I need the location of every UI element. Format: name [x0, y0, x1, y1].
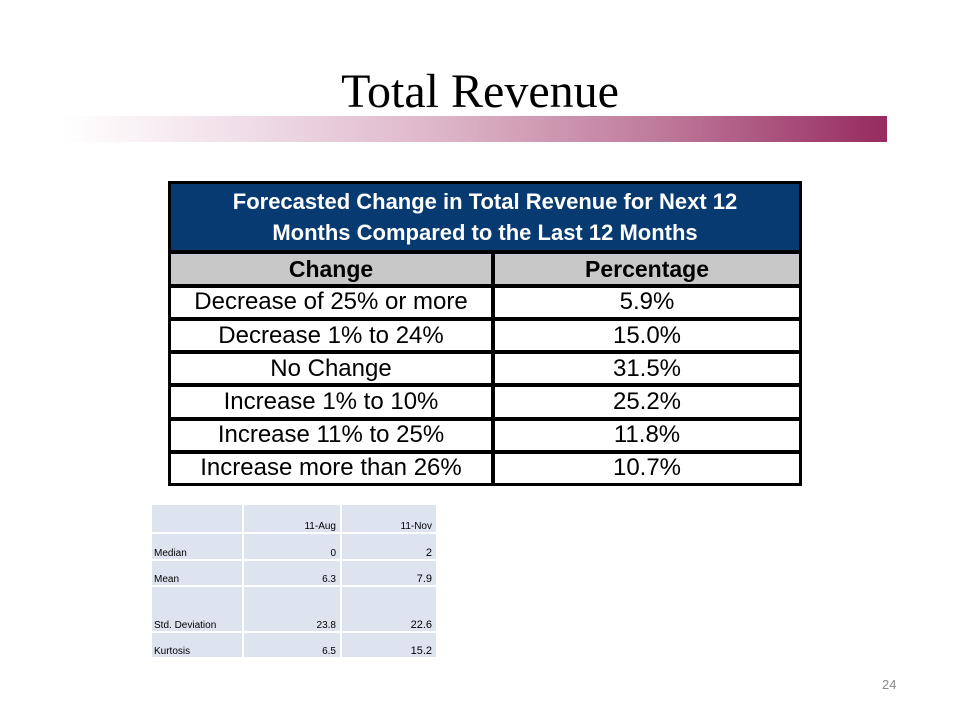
table-row: Kurtosis 6.5 15.2 — [152, 633, 436, 657]
percentage-cell: 10.7% — [495, 453, 799, 483]
table-row: No Change 31.5% — [171, 354, 799, 388]
forecast-table-heading: Forecasted Change in Total Revenue for N… — [171, 184, 799, 255]
table-row: Decrease 1% to 24% 15.0% — [171, 320, 799, 355]
stats-header-row: 11-Aug 11-Nov — [152, 505, 436, 532]
stats-aug-value: 23.8 — [244, 587, 340, 631]
stats-aug-value: 0 — [244, 534, 340, 559]
table-row: Decrease of 25% or more 5.9% — [171, 287, 799, 321]
table-row: Increase 1% to 10% 25.2% — [171, 387, 799, 421]
stats-label: Std. Deviation — [152, 587, 242, 631]
forecast-table: Forecasted Change in Total Revenue for N… — [168, 181, 802, 486]
col-header-change: Change — [171, 254, 495, 288]
percentage-cell: 31.5% — [495, 354, 799, 388]
title-gradient-bar — [62, 116, 887, 142]
table-row: Increase more than 26% 10.7% — [171, 453, 799, 483]
forecast-heading-line1: Forecasted Change in Total Revenue for N… — [232, 189, 738, 215]
forecast-heading-line2: Months Compared to the Last 12 Months — [272, 220, 698, 246]
change-cell: No Change — [171, 354, 495, 388]
percentage-cell: 11.8% — [495, 420, 799, 454]
percentage-cell: 15.0% — [495, 320, 799, 355]
slide-title: Total Revenue — [341, 65, 619, 118]
stats-nov-value: 2 — [342, 534, 436, 559]
change-cell: Increase 11% to 25% — [171, 420, 495, 454]
change-cell: Decrease of 25% or more — [171, 287, 495, 321]
col-header-percentage: Percentage — [495, 254, 799, 288]
stats-aug-value: 6.5 — [244, 633, 340, 657]
stats-header-blank — [152, 505, 242, 532]
stats-nov-value: 22.6 — [342, 587, 436, 631]
change-cell: Increase 1% to 10% — [171, 387, 495, 421]
change-cell: Increase more than 26% — [171, 453, 495, 483]
stats-nov-value: 7.9 — [342, 561, 436, 585]
stats-nov-value: 15.2 — [342, 633, 436, 657]
table-row: Increase 11% to 25% 11.8% — [171, 420, 799, 454]
stats-table: 11-Aug 11-Nov Median 0 2 Mean 6.3 7.9 St… — [150, 503, 438, 659]
stats-aug-value: 6.3 — [244, 561, 340, 585]
page-number: 24 — [882, 677, 897, 692]
percentage-cell: 25.2% — [495, 387, 799, 421]
stats-label: Kurtosis — [152, 633, 242, 657]
table-row: Mean 6.3 7.9 — [152, 561, 436, 585]
percentage-cell: 5.9% — [495, 287, 799, 321]
change-cell: Decrease 1% to 24% — [171, 320, 495, 355]
stats-col-nov: 11-Nov — [342, 505, 436, 532]
table-row: Median 0 2 — [152, 534, 436, 559]
stats-col-aug: 11-Aug — [244, 505, 340, 532]
stats-label: Mean — [152, 561, 242, 585]
table-row: Std. Deviation 23.8 22.6 — [152, 587, 436, 631]
stats-label: Median — [152, 534, 242, 559]
